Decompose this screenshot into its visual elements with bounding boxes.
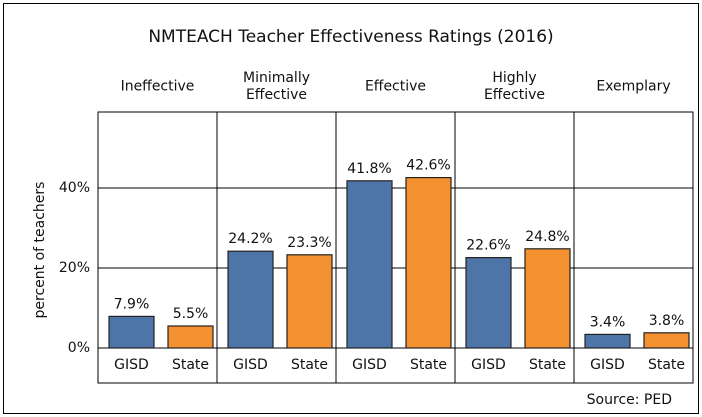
value-label: 22.6% [466,238,510,254]
value-label: 3.8% [649,313,685,329]
outer-border [3,3,699,414]
value-label: 24.2% [228,231,272,247]
value-label: 41.8% [347,161,391,177]
value-label: 5.5% [173,306,209,322]
panel-header: Highly Effective [483,70,546,103]
plot-frame [97,111,694,384]
bar [346,180,393,349]
y-tick-label: 0% [68,340,90,356]
x-tick-label: State [410,357,447,373]
bar [108,315,155,349]
bar [227,250,274,349]
x-tick-label: State [648,357,685,373]
bar [286,254,333,349]
bar [584,333,631,349]
bar [405,177,452,349]
panel-header: Exemplary [596,78,671,95]
value-label: 7.9% [114,296,150,312]
value-label: 42.6% [406,158,450,174]
x-tick-label: GISD [471,357,506,373]
x-tick-label: State [291,357,328,373]
panel-header: Minimally Effective [242,70,310,103]
bar [524,248,571,349]
y-axis-label: percent of teachers [32,182,48,319]
value-label: 24.8% [525,229,569,245]
panel-header: Ineffective [120,78,195,95]
x-tick-label: GISD [590,357,625,373]
bar [465,257,512,349]
chart-title: NMTEACH Teacher Effectiveness Ratings (2… [148,27,553,47]
x-tick-label: State [172,357,209,373]
y-tick-label: 40% [59,180,90,196]
source: Source: PED [587,392,672,408]
panel-header: Effective [364,78,427,95]
y-tick-label: 20% [59,260,90,276]
bar [167,325,214,349]
bar [643,332,690,349]
x-tick-label: GISD [114,357,149,373]
x-tick-label: GISD [233,357,268,373]
value-label: 3.4% [590,314,626,330]
x-tick-label: State [529,357,566,373]
value-label: 23.3% [287,235,331,251]
x-tick-label: GISD [352,357,387,373]
